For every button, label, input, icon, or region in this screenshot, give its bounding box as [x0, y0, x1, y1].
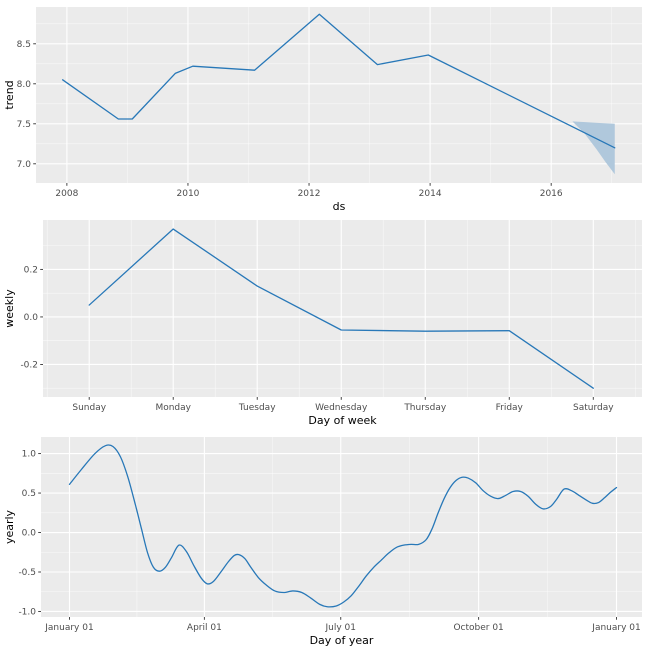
y-tick-label: 0.0: [24, 313, 39, 323]
x-axis-title-trend: ds: [333, 200, 346, 213]
x-axis-title-yearly: Day of year: [310, 634, 374, 647]
y-tick-label: -0.5: [18, 568, 36, 578]
x-tick-label: 2010: [177, 189, 200, 199]
x-tick-label: July 01: [325, 623, 357, 633]
weekly-line: [88, 228, 594, 389]
x-tick-label: 2012: [298, 189, 321, 199]
trend-line: [61, 13, 616, 149]
y-tick-label: -0.2: [20, 360, 38, 370]
y-axis-title-trend: trend: [3, 80, 16, 109]
x-tick-label: October 01: [453, 623, 503, 633]
y-axis-title-yearly: yearly: [3, 509, 16, 544]
x-tick-label: Sunday: [72, 403, 106, 413]
x-tick-label: Tuesday: [238, 403, 276, 413]
y-tick-label: 8.5: [17, 40, 31, 50]
x-tick-label: Thursday: [403, 403, 447, 413]
trend-panel: 2008 2010 2012 2014 2016 7.0 7.5 8.0 8.5 ds trend: [3, 7, 642, 213]
y-axis-title-weekly: weekly: [3, 289, 16, 328]
y-tick-label: 0.5: [22, 489, 36, 499]
y-tick-label: 7.0: [17, 160, 32, 170]
trend-panel-background: [36, 7, 642, 183]
y-tick-label: 1.0: [22, 450, 37, 460]
x-tick-label: 2016: [540, 189, 563, 199]
yearly-panel: January 01 April 01 July 01 October 01 Janua…: [3, 437, 642, 647]
uncertainty-band: [572, 121, 615, 175]
y-tick-label: 8.0: [17, 80, 32, 90]
weekly-panel: Sunday Monday Tuesday Wednesday Thursday Frid…: [3, 220, 642, 427]
x-tick-label: April 01: [187, 623, 222, 633]
x-tick-label: 2014: [419, 189, 442, 199]
x-axis-title-weekly: Day of week: [308, 414, 377, 427]
y-tick-label: 7.5: [17, 120, 31, 130]
x-tick-label: January 01: [44, 623, 93, 633]
x-tick-label: Wednesday: [315, 403, 368, 413]
x-tick-label: Friday: [496, 403, 524, 413]
y-tick-label: -1.0: [18, 607, 36, 617]
yearly-line: [68, 444, 618, 608]
x-tick-label: January 01: [591, 623, 640, 633]
weekly-panel-background: [43, 220, 642, 397]
x-tick-label: Saturday: [573, 403, 614, 413]
x-tick-label: Monday: [155, 403, 191, 413]
x-tick-label: 2008: [55, 189, 78, 199]
y-tick-label: 0.0: [22, 529, 37, 539]
yearly-panel-background: [41, 437, 642, 617]
y-tick-label: 0.2: [24, 265, 38, 275]
